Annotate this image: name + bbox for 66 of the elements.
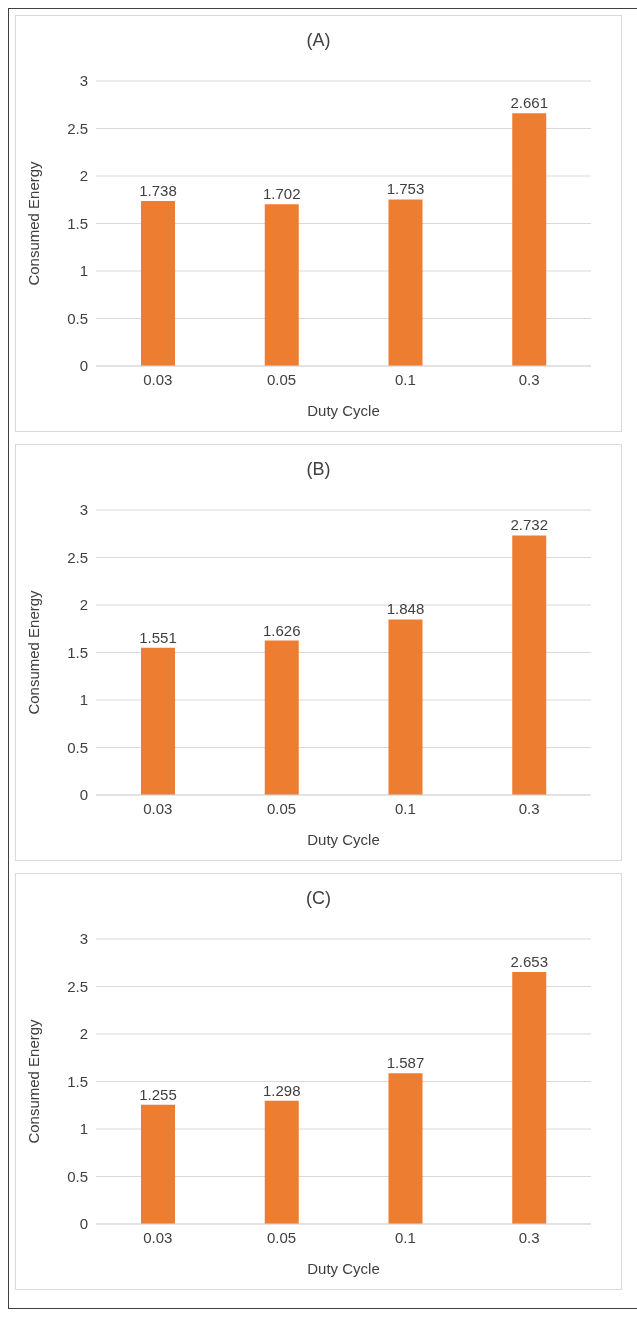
x-axis-title: Duty Cycle	[307, 831, 380, 848]
y-tick-label: 1	[79, 1120, 88, 1138]
chart-title: (B)	[305, 458, 332, 480]
y-tick-label: 2.5	[67, 977, 88, 995]
bar	[388, 619, 423, 795]
y-tick-label: 0	[79, 1215, 88, 1233]
y-tick-label: 2	[79, 596, 88, 614]
y-tick-label: 1.5	[67, 214, 88, 232]
data-label: 1.551	[139, 628, 177, 646]
data-label: 1.587	[386, 1054, 425, 1072]
y-tick-label: 0	[79, 786, 88, 804]
x-tick-label: 0.1	[394, 370, 416, 388]
bar	[141, 1104, 175, 1224]
data-label: 2.653	[510, 952, 549, 970]
x-tick-label: 0.1	[394, 1228, 416, 1246]
x-tick-label: 0.05	[267, 370, 297, 388]
x-tick-label: 0.05	[267, 1228, 297, 1246]
y-tick-label: 1	[79, 262, 88, 280]
y-tick-label: 1	[79, 691, 88, 709]
x-tick-label: 0.03	[143, 799, 173, 817]
y-tick-label: 3	[79, 930, 88, 948]
data-label: 1.626	[262, 621, 301, 639]
data-label: 1.298	[262, 1081, 301, 1099]
bar	[388, 1073, 423, 1224]
data-label: 1.255	[139, 1085, 177, 1103]
bar	[264, 1100, 299, 1224]
bar	[512, 113, 547, 366]
x-tick-label: 0.05	[267, 799, 297, 817]
data-label: 1.738	[139, 181, 177, 199]
data-label: 1.848	[386, 600, 425, 618]
y-tick-label: 0	[79, 357, 88, 375]
bar	[388, 199, 423, 366]
y-axis-title: Consumed Energy	[25, 589, 43, 715]
data-label: 1.753	[386, 180, 425, 198]
x-tick-label: 0.03	[143, 370, 173, 388]
chart-title: (A)	[305, 29, 332, 51]
x-tick-label: 0.3	[518, 799, 540, 817]
y-tick-label: 1.5	[67, 1072, 88, 1090]
y-tick-label: 3	[79, 72, 88, 90]
y-tick-label: 2	[79, 1025, 88, 1043]
bar	[264, 204, 299, 366]
x-tick-label: 0.1	[394, 799, 416, 817]
y-tick-label: 2.5	[67, 548, 88, 566]
x-axis-title: Duty Cycle	[307, 1260, 380, 1277]
bar	[264, 640, 299, 795]
y-tick-label: 2.5	[67, 119, 88, 137]
x-tick-label: 0.3	[518, 1228, 540, 1246]
y-tick-label: 0.5	[67, 1167, 88, 1185]
y-tick-label: 2	[79, 167, 88, 185]
x-tick-label: 0.03	[143, 1228, 173, 1246]
data-label: 2.732	[510, 516, 549, 534]
chart-title: (C)	[305, 887, 332, 909]
y-tick-label: 3	[79, 501, 88, 519]
y-tick-label: 1.5	[67, 643, 88, 661]
bar	[512, 535, 547, 795]
x-axis-title: Duty Cycle	[307, 402, 380, 419]
bar	[141, 200, 175, 366]
y-tick-label: 0.5	[67, 309, 88, 327]
y-axis-title: Consumed Energy	[25, 1018, 43, 1144]
y-axis-title: Consumed Energy	[25, 160, 43, 286]
data-label: 1.702	[262, 185, 301, 203]
y-tick-label: 0.5	[67, 738, 88, 756]
x-tick-label: 0.3	[518, 370, 540, 388]
data-label: 2.661	[510, 94, 549, 112]
bar	[512, 971, 547, 1224]
bar	[141, 647, 175, 795]
